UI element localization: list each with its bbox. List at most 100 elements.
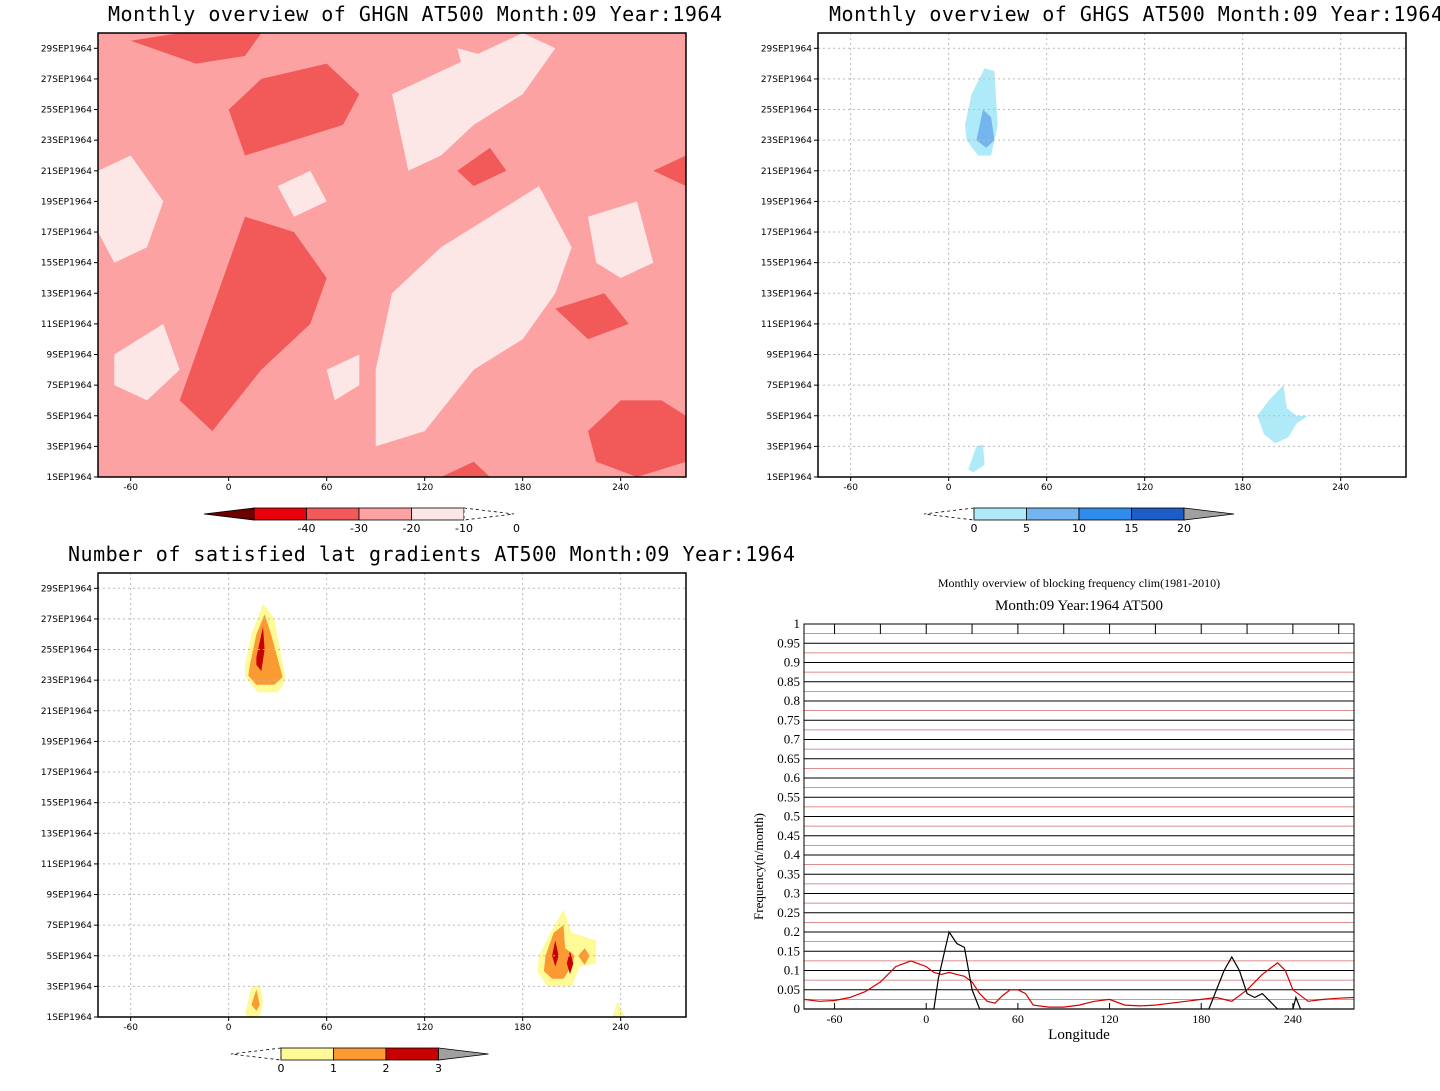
latgrad-ytick-label-3: 7SEP1964 [47, 921, 93, 931]
ghgn-xtick-label-2: 60 [321, 483, 333, 493]
freq-ytick-label-1: 0.05 [777, 982, 800, 997]
ghgs-xtick-label-3: 120 [1136, 483, 1153, 493]
ghgn-region-7 [441, 461, 490, 477]
ghgn-region-11 [588, 201, 654, 278]
ghgn-ytick-label-11: 23SEP1964 [41, 136, 92, 146]
ghgs-ytick-label-12: 25SEP1964 [761, 106, 812, 116]
ghgs-background [818, 33, 1406, 477]
ghgs-ytick-label-9: 19SEP1964 [761, 197, 812, 207]
latgrad-xtick-label-1: 0 [226, 1023, 232, 1033]
ghgs-colorbar-seg-1 [1026, 507, 1080, 521]
ghgs-ytick-label-7: 15SEP1964 [761, 259, 812, 269]
freq-series-1 [804, 930, 1354, 1010]
ghgn-ytick-label-0: 1SEP1964 [47, 473, 93, 483]
freq-ytick-label-6: 0.3 [784, 886, 800, 901]
latgrad-frame [97, 572, 687, 1018]
latgrad-colorbar-seg-2 [385, 1047, 439, 1061]
ghgn-ytick-label-9: 19SEP1964 [41, 197, 92, 207]
ghgs-colorbar-label-4: 20 [1177, 522, 1191, 535]
ghgn-ytick-label-1: 3SEP1964 [47, 442, 93, 452]
latgrad-colorbar-label-3: 3 [435, 1062, 442, 1075]
latgrad-region-10 [612, 1001, 626, 1017]
ghgn-region-15 [457, 48, 515, 95]
ghgn-ytick-label-12: 25SEP1964 [41, 106, 92, 116]
latgrad-xtick-label-2: 60 [321, 1023, 333, 1033]
ghgn-colorbar-max [463, 507, 515, 521]
ghgs-colorbar-min [923, 507, 975, 521]
ghgs-ytick-label-13: 27SEP1964 [761, 75, 812, 85]
latgrad-colorbar-label-2: 2 [383, 1062, 390, 1075]
latgrad-ytick-label-13: 27SEP1964 [41, 615, 92, 625]
freq-ytick-label-9: 0.45 [777, 828, 800, 843]
ghgn-region-3 [588, 400, 686, 477]
latgrad-xtick-label-0: -60 [123, 1023, 138, 1033]
ghgs-xtick-label-2: 60 [1041, 483, 1053, 493]
ghgn-region-9 [98, 155, 164, 263]
ghgs-colorbar-max [1183, 507, 1235, 521]
freq-ytick-label-2: 0.1 [784, 963, 800, 978]
ghgn-region-1 [228, 63, 360, 156]
ghgs-frame [817, 32, 1407, 478]
ghgs-title: Monthly overview of GHGS AT500 Month:09 … [829, 2, 1440, 26]
ghgs-colorbar-seg-0 [973, 507, 1027, 521]
ghgn-ytick-label-8: 17SEP1964 [41, 228, 92, 238]
freq-ytick-label-11: 0.55 [777, 789, 800, 804]
ghgs-ytick-label-3: 7SEP1964 [767, 381, 813, 391]
ghgn-colorbar-label-1: -30 [350, 522, 368, 535]
ghgs-ytick-label-8: 17SEP1964 [761, 228, 812, 238]
latgrad-colorbar-min [230, 1047, 282, 1061]
latgrad-ytick-label-10: 21SEP1964 [41, 707, 92, 717]
ghgn-ytick-label-3: 7SEP1964 [47, 381, 93, 391]
ghgs-ytick-label-14: 29SEP1964 [761, 44, 812, 54]
latgrad-colorbar: 0 1 2 3 [230, 1047, 489, 1075]
latgrad-ytick-label-9: 19SEP1964 [41, 737, 92, 747]
latgrad-xtick-label-4: 180 [514, 1023, 531, 1033]
ghgs-xtick-label-1: 0 [946, 483, 952, 493]
ghgn-ytick-label-4: 9SEP1964 [47, 351, 93, 361]
latgrad-ytick-label-6: 13SEP1964 [41, 829, 92, 839]
ghgn-plot: -60 0 60 120 180 240 1SEP1964 3SEP1964 5SEP1964 7… [41, 32, 687, 493]
latgrad-colorbar-label-1: 1 [330, 1062, 337, 1075]
freq-xtick-label-0: -60 [827, 1012, 843, 1026]
latgrad-colorbar-seg-0 [280, 1047, 334, 1061]
ghgn-colorbar-seg-1 [306, 507, 360, 521]
ghgn-ytick-label-2: 5SEP1964 [47, 412, 93, 422]
ghgs-colorbar-label-1: 5 [1023, 522, 1030, 535]
ghgs-colorbar-seg-3 [1131, 507, 1185, 521]
latgrad-xtick-label-5: 240 [612, 1023, 629, 1033]
latgrad-plot: -60 0 60 120 180 240 1SEP1964 3SEP1964 5SEP1964 7… [41, 572, 687, 1033]
freq-ytick-label-12: 0.6 [784, 770, 801, 785]
ghgn-region-8 [392, 33, 556, 171]
ghgn-region-12 [114, 323, 180, 401]
ghgs-xtick-label-5: 240 [1332, 483, 1349, 493]
ghgn-ytick-label-6: 13SEP1964 [41, 289, 92, 299]
ghgs-ytick-label-6: 13SEP1964 [761, 289, 812, 299]
freq-ylabel: Frequency(n/month) [751, 813, 766, 920]
freq-ytick-label-17: 0.85 [777, 674, 800, 689]
latgrad-background [98, 573, 686, 1017]
ghgn-region-4 [457, 147, 507, 187]
latgrad-ytick-label-14: 29SEP1964 [41, 584, 92, 594]
latgrad-ytick-label-8: 17SEP1964 [41, 768, 92, 778]
latgrad-region-4 [251, 989, 260, 1011]
ghgs-ytick-label-10: 21SEP1964 [761, 167, 812, 177]
latgrad-ytick-label-2: 5SEP1964 [47, 952, 93, 962]
ghgn-colorbar: -40 -30 -20 -10 0 [203, 507, 520, 535]
ghgs-ytick-label-5: 11SEP1964 [761, 320, 812, 330]
ghgn-colorbar-label-3: -10 [455, 522, 473, 535]
ghgs-ytick-label-11: 23SEP1964 [761, 136, 812, 146]
ghgs-xtick-label-4: 180 [1234, 483, 1251, 493]
freq-ytick-label-13: 0.65 [777, 751, 800, 766]
latgrad-region-6 [543, 925, 575, 979]
ghgs-ytick-label-2: 5SEP1964 [767, 412, 813, 422]
freq-series-0 [803, 960, 1355, 1008]
ghgn-colorbar-min [203, 507, 255, 521]
latgrad-ytick-label-7: 15SEP1964 [41, 799, 92, 809]
ghgs-region-2 [968, 444, 985, 473]
ghgn-colorbar-seg-0 [253, 507, 307, 521]
ghgn-colorbar-label-2: -20 [403, 522, 421, 535]
ghgs-colorbar-label-3: 15 [1125, 522, 1139, 535]
latgrad-region-9 [578, 948, 590, 965]
ghgn-region-14 [326, 354, 360, 401]
